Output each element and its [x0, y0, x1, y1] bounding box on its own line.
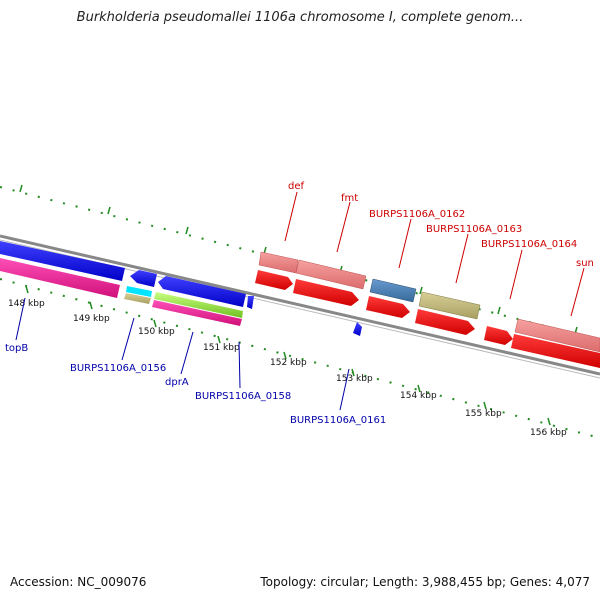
gene-topB[interactable] [0, 258, 120, 298]
label-burps1106a-0162: BURPS1106A_0162 [369, 209, 465, 220]
tick-label: 148 kbp [8, 299, 45, 309]
gene-forward-arrows[interactable] [255, 270, 600, 368]
gene-burps1106a-0163[interactable] [418, 291, 481, 320]
inner-scale [0, 278, 600, 439]
gene-labels: def fmt BURPS1106A_0162 BURPS1106A_0163 … [5, 181, 594, 426]
label-dprA: dprA [165, 377, 189, 388]
tick-label: 154 kbp [400, 391, 437, 401]
label-burps1106a-0163: BURPS1106A_0163 [426, 224, 522, 235]
gene-fmt[interactable] [295, 259, 367, 290]
accession-text: Accession: NC_009076 [10, 575, 147, 589]
label-burps1106a-0158: BURPS1106A_0158 [195, 391, 291, 402]
tick-label: 155 kbp [465, 409, 502, 419]
gene-burps1106a-0156[interactable] [124, 286, 152, 304]
label-def: def [288, 181, 305, 192]
label-sun: sun [576, 258, 594, 269]
label-topB: topB [5, 343, 28, 354]
map-title: Burkholderia pseudomallei 1106a chromoso… [76, 10, 524, 25]
gene-dprA[interactable] [154, 292, 243, 318]
label-burps1106a-0161: BURPS1106A_0161 [290, 415, 386, 426]
genome-backbone [0, 234, 600, 379]
gene-burps1106a-0162[interactable] [369, 278, 417, 303]
tick-labels: 148 kbp 149 kbp 150 kbp 151 kbp 152 kbp … [8, 299, 567, 438]
tick-label: 152 kbp [270, 358, 307, 368]
gene-def[interactable] [258, 251, 299, 274]
gene-reverse-blue[interactable] [0, 241, 362, 336]
leader-lines [15, 191, 585, 411]
tick-label: 156 kbp [530, 428, 567, 438]
tick-label: 149 kbp [73, 314, 110, 324]
label-burps1106a-0156: BURPS1106A_0156 [70, 363, 166, 374]
tick-label: 151 kbp [203, 343, 240, 353]
gene-burps1106a-0158[interactable] [152, 300, 242, 326]
tick-label: 153 kbp [336, 374, 373, 384]
label-fmt: fmt [341, 193, 358, 204]
tick-label: 150 kbp [138, 327, 175, 337]
gene-sun[interactable] [514, 318, 600, 353]
label-burps1106a-0164: BURPS1106A_0164 [481, 239, 577, 250]
topology-summary: Topology: circular; Length: 3,988,455 bp… [260, 575, 590, 589]
